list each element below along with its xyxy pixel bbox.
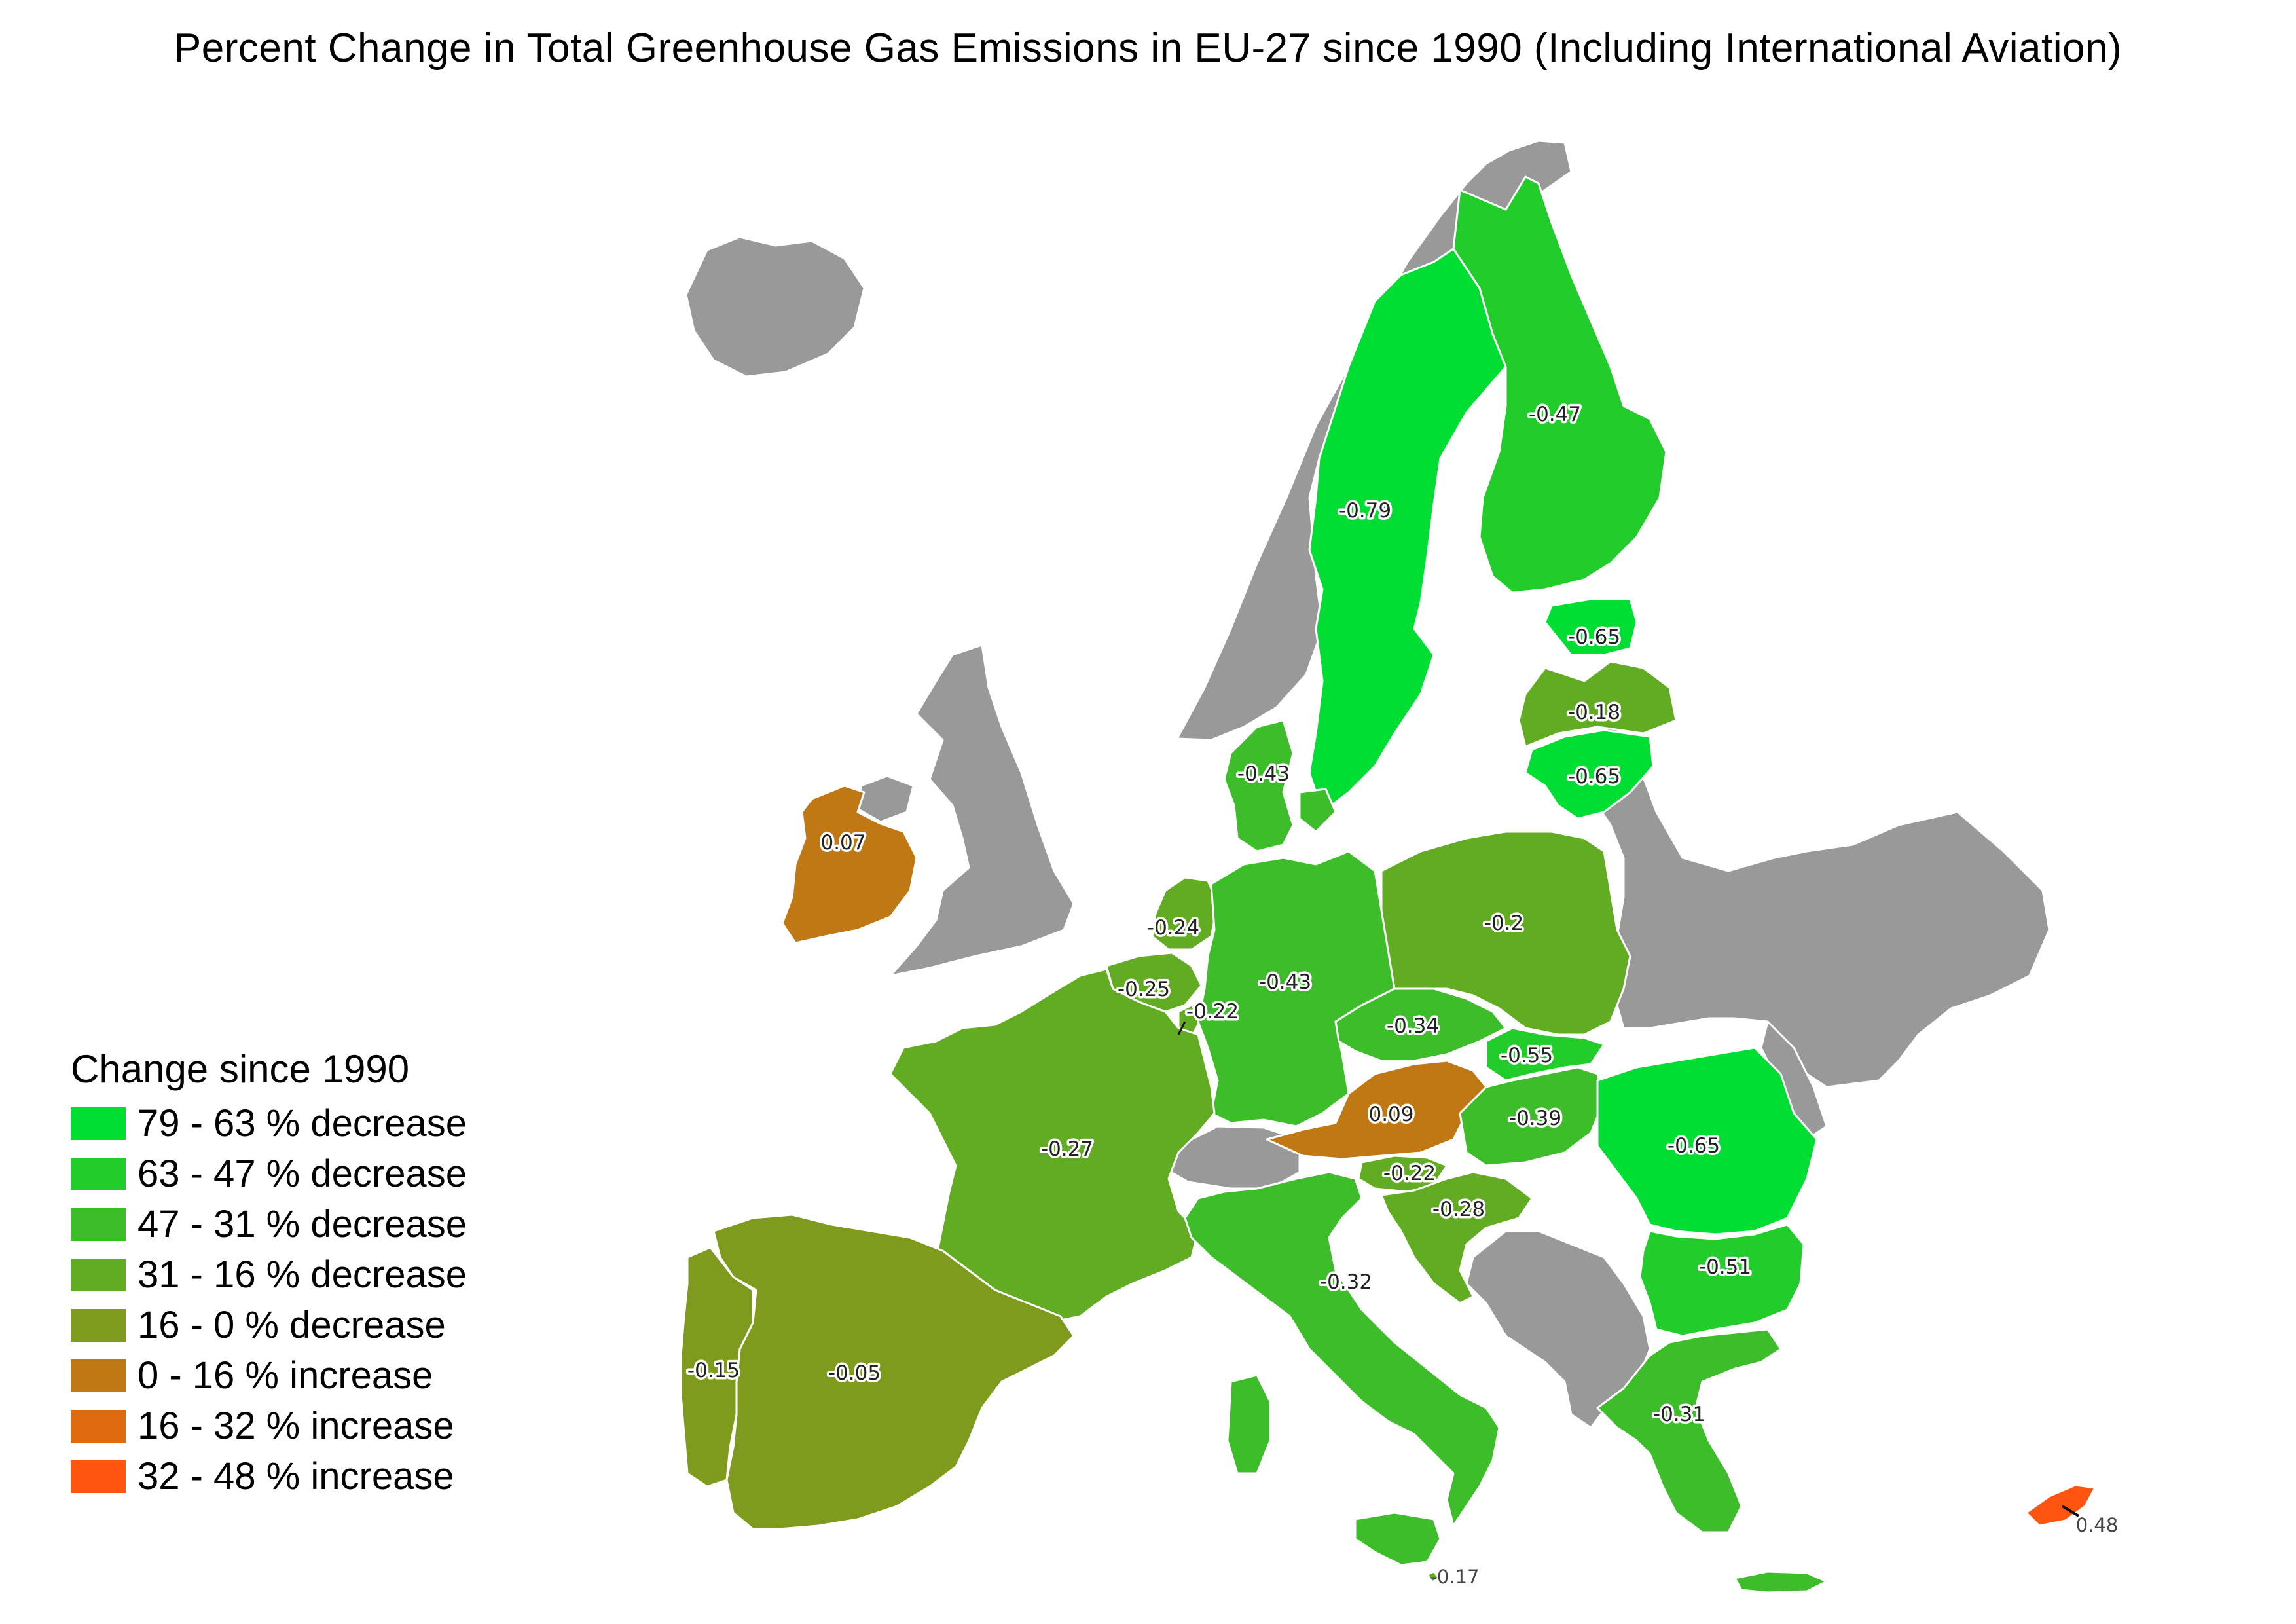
label-slovenia: -0.22: [1383, 1162, 1436, 1185]
legend-item: 16 - 32 % increase: [71, 1401, 467, 1451]
label-slovakia: -0.55: [1501, 1044, 1553, 1067]
country-croatia[interactable]: [1380, 1171, 1533, 1304]
map-legend: Change since 1990 79 - 63 % decrease 63 …: [71, 1046, 467, 1502]
country-italy-sardinia[interactable]: [1226, 1374, 1271, 1475]
legend-label: 79 - 63 % decrease: [137, 1102, 467, 1145]
legend-swatch: [71, 1460, 126, 1493]
legend-swatch: [71, 1359, 126, 1392]
label-malta: -0.17: [1430, 1566, 1479, 1588]
country-czechia[interactable]: [1334, 987, 1507, 1062]
iceland-shape: [685, 236, 866, 378]
country-cyprus[interactable]: [2025, 1484, 2096, 1527]
label-ireland: 0.07: [820, 831, 866, 855]
label-czechia: -0.34: [1387, 1014, 1439, 1038]
label-hungary: -0.39: [1509, 1107, 1561, 1130]
legend-label: 31 - 16 % decrease: [137, 1253, 467, 1296]
label-spain: -0.05: [828, 1361, 881, 1385]
legend-item: 0 - 16 % increase: [71, 1350, 467, 1401]
legend-label: 0 - 16 % increase: [137, 1354, 433, 1397]
label-croatia: -0.28: [1432, 1198, 1485, 1221]
russia-belarus-ukraine-shape: [1576, 712, 2050, 1088]
legend-label: 47 - 31 % decrease: [137, 1203, 467, 1246]
country-italy-sicily[interactable]: [1354, 1511, 1442, 1566]
country-france[interactable]: [889, 968, 1216, 1324]
leader-line-luxembourg: [1177, 1021, 1186, 1035]
label-netherlands: -0.24: [1147, 916, 1199, 940]
country-malta[interactable]: [1426, 1570, 1440, 1583]
country-luxembourg[interactable]: [1177, 1004, 1203, 1036]
country-latvia[interactable]: [1518, 660, 1677, 748]
legend-item: 16 - 0 % decrease: [71, 1300, 467, 1350]
legend-label: 32 - 48 % increase: [137, 1455, 454, 1498]
legend-label: 16 - 0 % decrease: [137, 1304, 446, 1346]
country-portugal[interactable]: [680, 1246, 754, 1488]
label-finland: -0.47: [1529, 403, 1581, 426]
country-ireland[interactable]: [781, 784, 918, 944]
label-germany: -0.43: [1259, 970, 1311, 994]
country-italy[interactable]: [1184, 1171, 1501, 1527]
label-austria: 0.09: [1368, 1103, 1413, 1126]
legend-label: 63 - 47 % decrease: [137, 1153, 467, 1195]
great-britain-shape: [889, 644, 1075, 977]
legend-item: 31 - 16 % decrease: [71, 1249, 467, 1300]
label-portugal: -0.15: [687, 1359, 740, 1382]
label-sweden: -0.79: [1339, 499, 1391, 523]
label-luxembourg: -0.22: [1186, 1000, 1239, 1024]
label-poland: -0.2: [1484, 912, 1524, 935]
map-title: Percent Change in Total Greenhouse Gas E…: [173, 26, 2123, 71]
country-greece-crete[interactable]: [1734, 1570, 1828, 1594]
country-slovakia[interactable]: [1485, 1027, 1605, 1082]
label-estonia: -0.65: [1568, 625, 1620, 649]
country-denmark[interactable]: [1223, 719, 1294, 853]
legend-swatch: [71, 1157, 126, 1190]
label-italy: -0.32: [1320, 1270, 1372, 1294]
label-france: -0.27: [1041, 1137, 1093, 1161]
country-lithuania[interactable]: [1524, 729, 1654, 820]
legend-title: Change since 1990: [71, 1047, 410, 1091]
legend-swatch: [71, 1258, 126, 1291]
label-cyprus: 0.48: [2076, 1514, 2119, 1536]
leader-line-cyprus: [2061, 1505, 2080, 1517]
country-austria[interactable]: [1266, 1060, 1487, 1160]
country-sweden[interactable]: [1308, 248, 1507, 813]
legend-item: 32 - 48 % increase: [71, 1451, 467, 1502]
country-romania[interactable]: [1596, 1046, 1818, 1236]
country-estonia[interactable]: [1544, 598, 1638, 656]
label-romania: -0.65: [1667, 1134, 1720, 1158]
legend-swatch: [71, 1208, 126, 1241]
label-latvia: -0.18: [1568, 701, 1620, 724]
switzerland-shape: [1164, 1125, 1301, 1190]
label-lithuania: -0.65: [1568, 765, 1620, 788]
legend-item: 47 - 31 % decrease: [71, 1199, 467, 1249]
country-finland[interactable]: [1452, 175, 1667, 594]
northern-ireland-shape: [856, 775, 915, 823]
legend-item: 63 - 47 % decrease: [71, 1149, 467, 1199]
country-netherlands[interactable]: [1151, 876, 1219, 951]
legend-swatch: [71, 1107, 126, 1140]
label-belgium: -0.25: [1118, 978, 1170, 1001]
legend-label: 16 - 32 % increase: [137, 1405, 454, 1447]
country-bulgaria[interactable]: [1639, 1223, 1805, 1337]
legend-swatch: [71, 1308, 126, 1342]
label-bulgaria: -0.51: [1699, 1255, 1751, 1279]
country-greece[interactable]: [1596, 1328, 1782, 1534]
label-denmark: -0.43: [1237, 762, 1290, 786]
country-denmark-islands[interactable]: [1298, 788, 1337, 833]
label-greece: -0.31: [1653, 1403, 1705, 1426]
legend-item: 79 - 63 % decrease: [71, 1098, 467, 1149]
legend-swatch: [71, 1409, 126, 1443]
